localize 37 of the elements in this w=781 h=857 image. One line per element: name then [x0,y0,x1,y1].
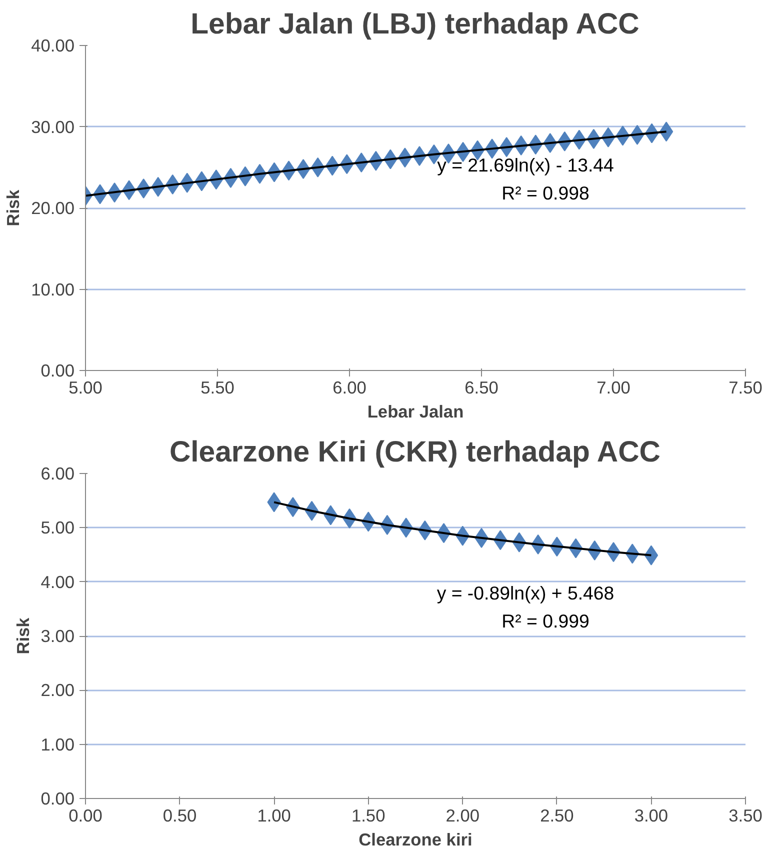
y-axis-title: Risk [12,617,33,654]
x-tick-label: 3.00 [634,806,668,826]
x-tick-label: 2.50 [540,806,574,826]
y-tick-label: 3.00 [40,626,75,646]
y-tick-label: 10.00 [31,279,75,300]
x-tick-label: 0.00 [68,806,102,826]
annotation: R² = 0.998 [502,182,590,204]
y-tick-label: 5.00 [40,518,75,538]
chart-title: Clearzone Kiri (CKR) terhadap ACC [169,436,660,468]
x-axis-title: Clearzone kiri [358,830,472,850]
x-axis-title: Lebar Jalan [367,402,464,422]
x-tick-label: 6.50 [464,378,498,398]
x-tick-label: 7.50 [728,378,762,398]
x-tick-label: 5.50 [200,378,234,398]
x-tick-label: 6.00 [332,378,366,398]
x-tick-label: 5.00 [68,378,102,398]
point [659,122,674,142]
y-tick-label: 40.00 [31,36,75,56]
annotation: R² = 0.999 [502,610,590,632]
x-tick-label: 0.50 [162,806,197,826]
y-axis-title: Risk [3,189,24,226]
y-tick-label: 1.00 [40,734,75,754]
annotation: y = -0.89ln(x) + 5.468 [436,582,614,604]
y-tick-label: 0.00 [40,360,75,380]
y-tick-label: 6.00 [40,464,75,484]
y-tick-label: 2.00 [40,680,75,700]
chart-title: Lebar Jalan (LBJ) terhadap ACC [190,8,640,40]
y-tick-label: 30.00 [31,116,75,137]
x-tick-label: 2.00 [446,806,480,826]
x-tick-label: 3.50 [728,806,762,826]
y-tick-label: 4.00 [40,572,75,592]
y-tick-label: 20.00 [31,198,75,218]
y-tick-label: 0.00 [40,788,75,808]
x-tick-label: 1.00 [257,806,291,826]
annotation: y = 21.69ln(x) - 13.44 [437,154,614,176]
x-tick-label: 7.00 [596,378,630,398]
x-tick-label: 1.50 [351,806,386,826]
